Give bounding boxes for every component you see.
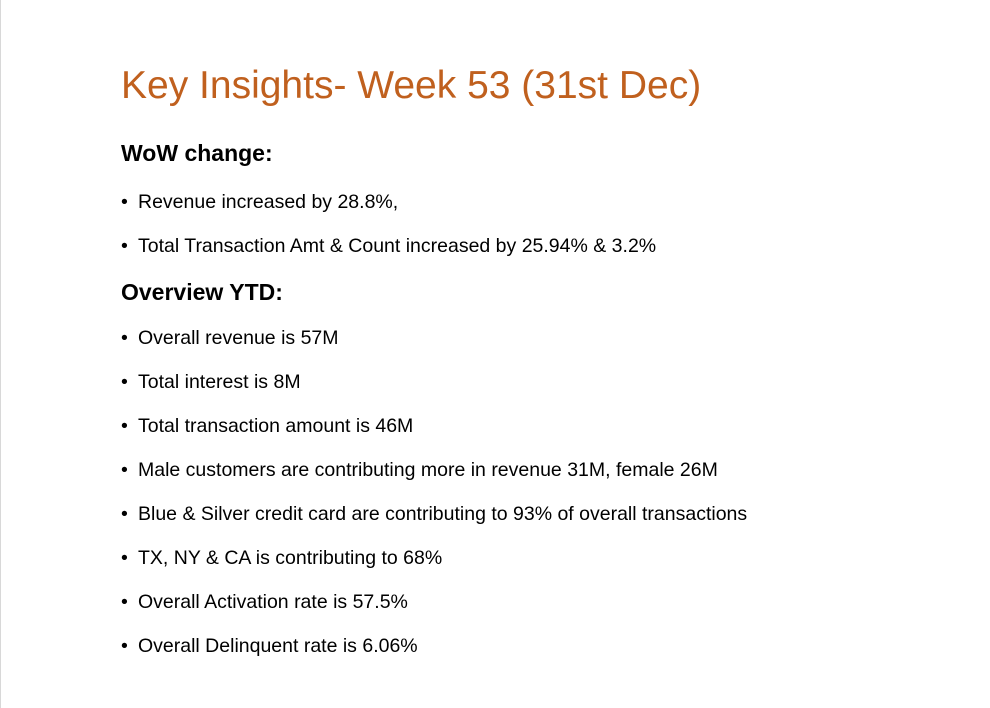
list-item: • Male customers are contributing more in… xyxy=(121,458,747,482)
list-item: • Revenue increased by 28.8%, xyxy=(121,190,656,214)
bullet-icon: • xyxy=(121,415,128,437)
overview-ytd-heading: Overview YTD: xyxy=(121,279,283,305)
list-item-text: TX, NY & CA is contributing to 68% xyxy=(138,547,443,569)
wow-change-list: • Revenue increased by 28.8%, • Total Tran… xyxy=(121,190,656,278)
list-item: • TX, NY & CA is contributing to 68% xyxy=(121,546,747,570)
list-item-text: Blue & Silver credit card are contributi… xyxy=(138,503,748,525)
bullet-icon: • xyxy=(121,459,128,481)
list-item-text: Total interest is 8M xyxy=(138,371,301,393)
list-item: • Overall Delinquent rate is 6.06% xyxy=(121,634,747,658)
list-item: • Overall revenue is 57M xyxy=(121,326,747,350)
list-item-text: Total Transaction Amt & Count increased … xyxy=(138,235,657,257)
list-item-text: Overall revenue is 57M xyxy=(138,327,339,349)
page-title: Key Insights- Week 53 (31st Dec) xyxy=(121,64,702,107)
list-item: • Total Transaction Amt & Count increased… xyxy=(121,234,656,258)
overview-ytd-list: • Overall revenue is 57M • Total interest … xyxy=(121,326,747,678)
list-item: • Total interest is 8M xyxy=(121,370,747,394)
bullet-icon: • xyxy=(121,327,128,349)
bullet-icon: • xyxy=(121,547,128,569)
list-item-text: Overall Delinquent rate is 6.06% xyxy=(138,635,418,657)
wow-change-heading: WoW change: xyxy=(121,140,273,166)
bullet-icon: • xyxy=(121,591,128,613)
list-item-text: Revenue increased by 28.8%, xyxy=(138,191,399,213)
list-item: • Total transaction amount is 46M xyxy=(121,414,747,438)
bullet-icon: • xyxy=(121,635,128,657)
bullet-icon: • xyxy=(121,191,128,213)
list-item-text: Overall Activation rate is 57.5% xyxy=(138,591,408,613)
bullet-icon: • xyxy=(121,503,128,525)
list-item: • Blue & Silver credit card are contribut… xyxy=(121,502,747,526)
bullet-icon: • xyxy=(121,235,128,257)
list-item-text: Total transaction amount is 46M xyxy=(138,415,414,437)
list-item: • Overall Activation rate is 57.5% xyxy=(121,590,747,614)
list-item-text: Male customers are contributing more in … xyxy=(138,459,718,481)
bullet-icon: • xyxy=(121,371,128,393)
